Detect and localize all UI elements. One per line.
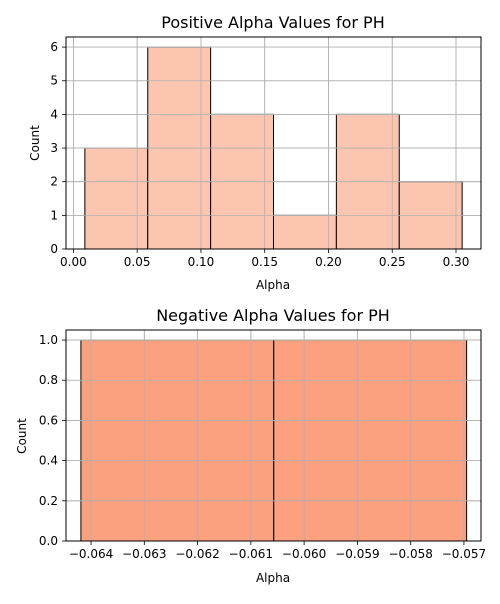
positive-chart-x-tick-label: 0.00	[60, 255, 87, 269]
positive-alpha-chart: Positive Alpha Values for PH 0.00 0.05 0.1…	[28, 13, 482, 292]
positive-chart-x-tick-label: 0.10	[188, 255, 215, 269]
negative-chart-y-axis: 0.0 0.2 0.4 0.6 0.8 1.0	[39, 333, 66, 548]
positive-chart-frame	[65, 36, 482, 250]
negative-chart-x-tick-label: −0.062	[175, 547, 219, 561]
positive-chart-y-tick-label: 2	[50, 175, 58, 189]
negative-chart-x-tick-label: −0.058	[388, 547, 432, 561]
positive-chart-y-tick-label: 1	[50, 208, 58, 222]
negative-chart-x-axis: −0.064 −0.063 −0.062 −0.061 −0.060 −0.059 −0.0…	[69, 541, 486, 561]
negative-chart-y-tick-label: 0.8	[39, 373, 58, 387]
negative-chart-x-tick-label: −0.057	[442, 547, 486, 561]
negative-chart-y-tick-label: 0.2	[39, 494, 58, 508]
positive-chart-y-tick-label: 3	[50, 141, 58, 155]
positive-chart-bar	[273, 214, 337, 250]
positive-chart-bar	[84, 147, 149, 250]
negative-chart-bar	[273, 339, 468, 542]
positive-chart-y-axis: 0 1 2 3 4 5 6	[50, 40, 66, 256]
negative-chart-bars	[66, 330, 481, 542]
positive-chart-y-label: Count	[28, 125, 42, 161]
negative-chart-title: Negative Alpha Values for PH	[156, 306, 390, 325]
positive-chart-y-tick-label: 6	[50, 40, 58, 54]
positive-chart-x-label: Alpha	[256, 278, 290, 292]
positive-chart-x-tick-label: 0.05	[124, 255, 151, 269]
negative-chart-x-tick-label: −0.060	[282, 547, 326, 561]
negative-chart-x-tick-label: −0.063	[122, 547, 166, 561]
negative-chart-y-label: Count	[15, 418, 29, 454]
positive-chart-x-tick-label: 0.15	[251, 255, 278, 269]
negative-chart-bar	[80, 339, 275, 542]
negative-chart-x-tick-label: −0.064	[69, 547, 113, 561]
negative-chart-y-tick-label: 1.0	[39, 333, 58, 347]
positive-chart-title: Positive Alpha Values for PH	[161, 13, 384, 32]
positive-chart-x-tick-label: 0.20	[315, 255, 342, 269]
positive-chart-y-tick-label: 4	[50, 107, 58, 121]
negative-chart-x-tick-label: −0.059	[335, 547, 379, 561]
negative-chart-x-tick-label: −0.061	[229, 547, 273, 561]
negative-chart-y-tick-label: 0.6	[39, 413, 58, 427]
positive-chart-x-tick-label: 0.25	[379, 255, 406, 269]
positive-chart-y-tick-label: 5	[50, 74, 58, 88]
negative-chart-frame	[65, 329, 482, 542]
positive-chart-x-tick-label: 0.30	[443, 255, 470, 269]
negative-alpha-chart: Negative Alpha Values for PH −0.064 −0.06…	[15, 306, 486, 585]
negative-chart-y-tick-label: 0.0	[39, 534, 58, 548]
positive-chart-x-axis: 0.00 0.05 0.10 0.15 0.20 0.25 0.30	[60, 249, 469, 269]
negative-chart-y-tick-label: 0.4	[39, 454, 58, 468]
negative-chart-x-label: Alpha	[256, 571, 290, 585]
positive-chart-y-tick-label: 0	[50, 242, 58, 256]
